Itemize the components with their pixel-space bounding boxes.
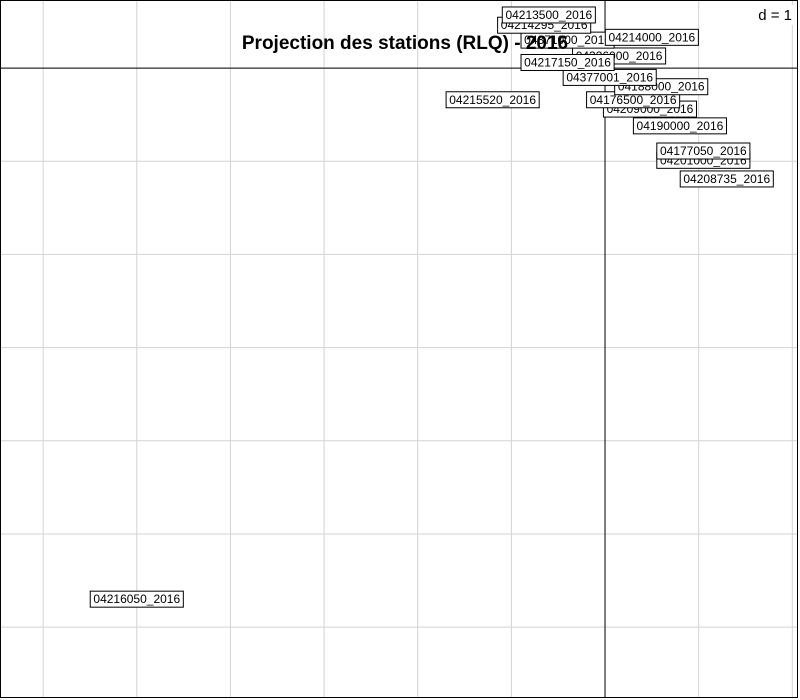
scale-indicator: d = 1 — [749, 5, 797, 25]
station-point: 04217150_2016 — [520, 53, 615, 71]
station-label: 04190000_2016 — [637, 119, 724, 133]
chart-title: Projection des stations (RLQ) - 2016 — [242, 33, 568, 54]
station-point: 04216050_2016 — [89, 590, 184, 608]
station-label: 04214000_2016 — [608, 30, 695, 44]
station-label-box — [520, 53, 615, 71]
station-label: 04208735_2016 — [683, 172, 770, 186]
station-label: 04371000_2016 — [524, 33, 611, 47]
station-point: 04190000_2016 — [632, 117, 727, 135]
station-label-box — [679, 170, 774, 188]
station-label: 04216050_2016 — [93, 592, 180, 606]
station-label-box — [501, 6, 596, 24]
station-label: 04377001_2016 — [566, 70, 653, 84]
station-point: 04208735_2016 — [679, 170, 774, 188]
station-point: 04177050_2016 — [656, 142, 751, 160]
station-point: 04214000_2016 — [604, 28, 699, 46]
station-label-box — [656, 142, 751, 160]
chart-title-group: Projection des stations (RLQ) - 2016 — [242, 33, 568, 54]
station-label: 04213500_2016 — [505, 8, 592, 22]
station-point: 04213500_2016 — [501, 6, 596, 24]
station-point: 04215520_2016 — [445, 91, 540, 109]
station-labels: 04216050_2016 04215520_2016 04208735_2016 0… — [89, 6, 774, 608]
station-label-box — [89, 590, 184, 608]
scale-label: d = 1 — [758, 7, 792, 24]
scale-indicator-background — [749, 5, 797, 25]
station-label: 04176500_2016 — [590, 93, 677, 107]
station-label-box — [604, 28, 699, 46]
station-point: 04377001_2016 — [562, 68, 657, 86]
station-label-box — [632, 117, 727, 135]
station-point: 04371000_2016 — [520, 31, 615, 49]
station-label: 04177050_2016 — [660, 144, 747, 158]
station-label-box — [445, 91, 540, 109]
station-label: 04215520_2016 — [449, 93, 536, 107]
station-label: 04217150_2016 — [524, 55, 611, 69]
